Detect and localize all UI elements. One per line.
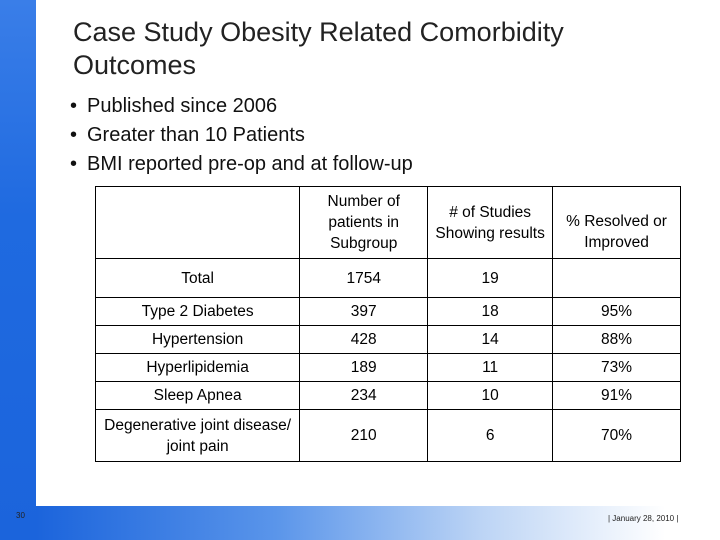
comorbidity-table: Number of patients in Subgroup # of Stud… xyxy=(94,186,681,462)
row-label: Hyperlipidemia xyxy=(94,353,301,382)
row-studies: 14 xyxy=(427,325,554,354)
bullet-list: Published since 2006 Greater than 10 Pat… xyxy=(70,92,413,179)
table-row: Total 1754 19 xyxy=(94,258,681,298)
footer-date: | January 28, 2010 | xyxy=(608,514,679,523)
row-resolved: 91% xyxy=(552,381,681,410)
row-studies: 11 xyxy=(427,353,554,382)
row-patients: 189 xyxy=(299,353,429,382)
row-studies: 18 xyxy=(427,297,554,326)
left-accent-bar xyxy=(0,0,36,540)
row-patients: 428 xyxy=(299,325,429,354)
row-patients: 210 xyxy=(299,409,429,462)
bottom-accent-bar xyxy=(36,506,720,540)
row-studies: 10 xyxy=(427,381,554,410)
slide-number: 30 xyxy=(16,511,25,520)
row-patients: 397 xyxy=(299,297,429,326)
row-label: Sleep Apnea xyxy=(94,381,301,410)
slide-title: Case Study Obesity Related Comorbidity O… xyxy=(73,17,564,80)
table-header-row: Number of patients in Subgroup # of Stud… xyxy=(94,186,681,259)
row-studies: 19 xyxy=(427,258,554,298)
row-label: Type 2 Diabetes xyxy=(94,297,301,326)
row-label: Total xyxy=(94,258,301,298)
header-cell-studies: # of Studies Showing results xyxy=(427,186,554,259)
row-resolved xyxy=(552,258,681,298)
table-row: Hypertension 428 14 88% xyxy=(94,325,681,354)
row-label: Hypertension xyxy=(94,325,301,354)
row-studies: 6 xyxy=(427,409,554,462)
table-row: Hyperlipidemia 189 11 73% xyxy=(94,353,681,382)
header-cell-resolved: % Resolved or Improved xyxy=(552,186,681,259)
table-row: Type 2 Diabetes 397 18 95% xyxy=(94,297,681,326)
header-cell-patients: Number of patients in Subgroup xyxy=(299,186,429,259)
header-cell-empty xyxy=(94,186,301,259)
row-resolved: 70% xyxy=(552,409,681,462)
bullet-item: Published since 2006 xyxy=(70,92,413,121)
row-label: Degenerative joint disease/ joint pain xyxy=(94,409,301,462)
bullet-item: Greater than 10 Patients xyxy=(70,121,413,150)
row-resolved: 95% xyxy=(552,297,681,326)
table-row: Degenerative joint disease/ joint pain 2… xyxy=(94,409,681,462)
row-resolved: 73% xyxy=(552,353,681,382)
row-patients: 234 xyxy=(299,381,429,410)
bullet-item: BMI reported pre-op and at follow-up xyxy=(70,150,413,179)
row-patients: 1754 xyxy=(299,258,429,298)
row-resolved: 88% xyxy=(552,325,681,354)
table-row: Sleep Apnea 234 10 91% xyxy=(94,381,681,410)
